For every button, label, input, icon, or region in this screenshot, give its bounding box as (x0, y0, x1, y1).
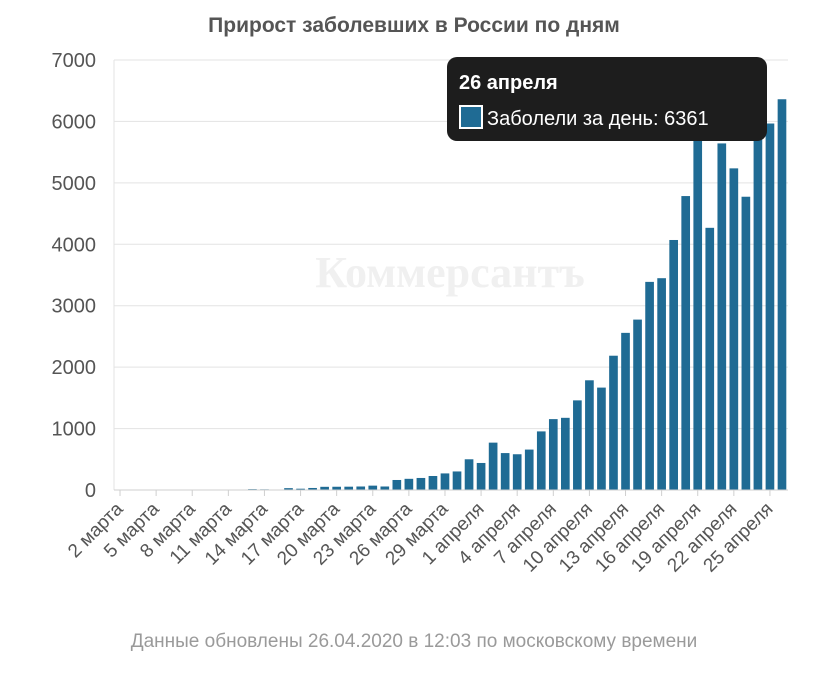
bar[interactable] (765, 123, 775, 490)
bar[interactable] (657, 278, 666, 490)
bar[interactable] (308, 487, 317, 490)
bar[interactable] (729, 168, 739, 491)
bar[interactable] (416, 477, 426, 490)
tooltip-value: Заболели за день: 6361 (487, 108, 709, 130)
y-axis: 0 1000 2000 3000 4000 5000 6000 7000 (52, 50, 115, 502)
bar[interactable] (681, 196, 691, 491)
bar[interactable] (392, 479, 402, 490)
bar[interactable] (404, 478, 414, 490)
bar[interactable] (296, 488, 305, 490)
y-tick-label: 4000 (52, 234, 97, 256)
chart-title: Прирост заболевших в России по дням (208, 14, 620, 37)
bar[interactable] (440, 473, 450, 490)
bar[interactable] (669, 239, 678, 490)
bar[interactable] (597, 387, 606, 490)
bar[interactable] (320, 486, 329, 490)
bar[interactable] (344, 486, 354, 490)
y-tick-label: 6000 (52, 111, 97, 133)
bar[interactable] (488, 442, 498, 490)
y-tick-label: 0 (85, 480, 96, 502)
bar[interactable] (693, 117, 703, 490)
bar[interactable] (777, 99, 787, 490)
bar[interactable] (380, 486, 390, 490)
tooltip: 26 апреля Заболели за день: 6361 (447, 57, 767, 141)
bar[interactable] (284, 488, 293, 490)
y-tick-label: 2000 (52, 357, 97, 379)
bar[interactable] (717, 143, 727, 491)
bar[interactable] (645, 281, 654, 490)
bar[interactable] (368, 485, 378, 490)
bar[interactable] (585, 380, 594, 490)
tooltip-title: 26 апреля (459, 72, 558, 94)
bar[interactable] (512, 454, 522, 490)
bar[interactable] (633, 319, 642, 490)
bar[interactable] (548, 419, 558, 490)
bar[interactable] (705, 227, 715, 490)
bar[interactable] (428, 475, 438, 490)
bar[interactable] (356, 486, 366, 490)
y-tick-label: 7000 (52, 50, 97, 72)
bar[interactable] (452, 471, 462, 490)
bar[interactable] (753, 130, 763, 490)
watermark-logo: Коммерсантъ (315, 248, 585, 297)
y-tick-label: 5000 (52, 173, 97, 195)
y-tick-label: 1000 (52, 419, 97, 441)
bar[interactable] (500, 453, 510, 490)
bar[interactable] (573, 400, 582, 490)
bar[interactable] (561, 417, 570, 490)
bar[interactable] (609, 355, 618, 490)
footer-note: Данные обновлены 26.04.2020 в 12:03 по м… (131, 631, 698, 652)
bar[interactable] (464, 459, 474, 490)
bars (163, 99, 787, 491)
bar[interactable] (476, 462, 486, 490)
bar[interactable] (741, 196, 751, 491)
bar[interactable] (621, 332, 630, 490)
tooltip-box (447, 57, 767, 141)
bar[interactable] (524, 449, 534, 490)
y-tick-label: 3000 (52, 296, 97, 318)
bar[interactable] (536, 431, 546, 490)
tooltip-series-swatch (459, 105, 483, 129)
bar[interactable] (332, 486, 341, 490)
